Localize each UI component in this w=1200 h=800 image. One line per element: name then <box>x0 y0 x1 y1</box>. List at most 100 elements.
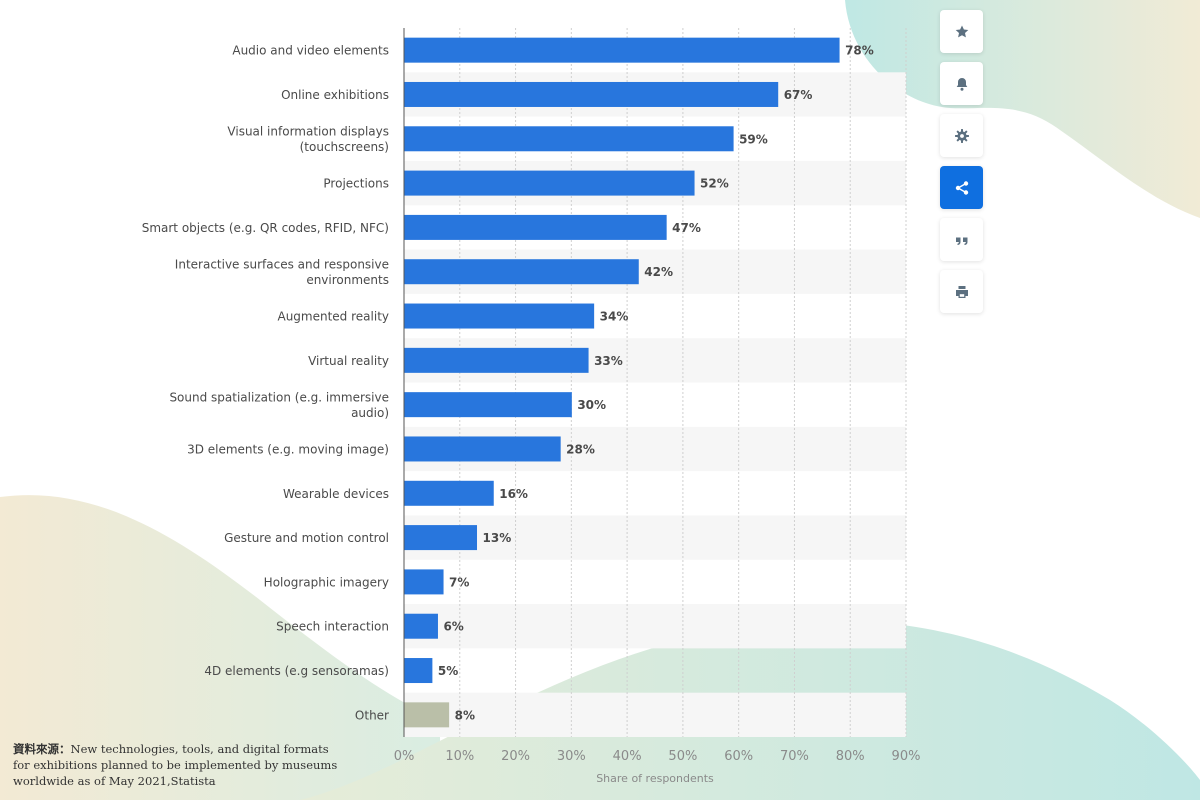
x-tick-label: 0% <box>394 749 415 764</box>
bar <box>404 259 639 285</box>
category-label-line: Other <box>355 708 389 722</box>
bar <box>404 436 561 462</box>
gear-icon <box>954 128 969 143</box>
value-label: 33% <box>594 354 623 368</box>
category-label-line: Holographic imagery <box>264 575 389 589</box>
quote-icon <box>955 237 967 245</box>
value-label: 42% <box>644 265 673 279</box>
x-tick-label: 60% <box>724 749 753 764</box>
value-label: 47% <box>672 221 701 235</box>
bar <box>404 170 695 196</box>
bars <box>404 37 840 728</box>
category-label: Other <box>355 708 389 722</box>
x-axis-title: Share of respondents <box>596 772 714 785</box>
category-label: Audio and video elements <box>232 44 389 58</box>
bar <box>404 126 734 152</box>
chart-toolbar <box>940 10 983 313</box>
category-label: Augmented reality <box>277 310 389 324</box>
share-icon <box>955 180 968 195</box>
category-label-line: Sound spatialization (e.g. immersive <box>169 390 389 404</box>
favorite-button[interactable] <box>940 10 983 53</box>
category-label-line: Projections <box>323 177 389 191</box>
row-band <box>404 692 906 737</box>
bar <box>404 569 444 595</box>
x-tick-label: 50% <box>668 749 697 764</box>
x-tick-label: 30% <box>557 749 586 764</box>
source-note: 資料來源：New technologies, tools, and digita… <box>13 741 343 789</box>
category-label: Sound spatialization (e.g. immersive audi… <box>169 390 389 420</box>
row-band <box>404 604 906 649</box>
bar <box>404 37 840 63</box>
print-button[interactable] <box>940 270 983 313</box>
value-label: 8% <box>455 708 475 722</box>
value-label: 28% <box>566 442 595 456</box>
category-label: Projections <box>323 177 389 191</box>
settings-button[interactable] <box>940 114 983 157</box>
category-label-line: Interactive surfaces and responsive <box>175 257 389 271</box>
value-labels: 78% 67% 59% 52% 47% 42% 34% 33% 30% 28% 16% 13% 7% 6%… <box>438 44 874 723</box>
bar <box>404 303 595 329</box>
category-label-line: Gesture and motion control <box>224 531 389 545</box>
category-label: Interactive surfaces and responsive envir… <box>175 257 389 287</box>
category-label-line: Smart objects (e.g. QR codes, RFID, NFC) <box>142 221 389 235</box>
x-tick-labels: 0% 10% 20% 30% 40% 50% 60% 70% 80% 90% <box>394 749 921 764</box>
share-button[interactable] <box>940 166 983 209</box>
category-label-line: Speech interaction <box>276 620 389 634</box>
category-label-line: Augmented reality <box>277 310 389 324</box>
value-label: 30% <box>577 398 606 412</box>
background-blob-left <box>0 495 440 800</box>
x-tick-label: 40% <box>613 749 642 764</box>
category-labels: Audio and video elements Online exhibitio… <box>142 44 389 723</box>
bell-icon <box>956 77 967 91</box>
category-label: 4D elements (e.g sensoramas) <box>204 664 389 678</box>
value-label: 7% <box>449 575 469 589</box>
bar <box>404 702 450 728</box>
value-label: 13% <box>483 531 512 545</box>
x-tick-label: 90% <box>892 749 921 764</box>
star-icon <box>955 25 968 37</box>
value-label: 52% <box>700 177 729 191</box>
value-label: 34% <box>600 310 629 324</box>
category-label-line: Online exhibitions <box>281 88 389 102</box>
row-band <box>404 515 906 560</box>
category-label: Gesture and motion control <box>224 531 389 545</box>
category-label: Speech interaction <box>276 620 389 634</box>
notification-button[interactable] <box>940 62 983 105</box>
bar <box>404 525 478 551</box>
source-text: New technologies, tools, and digital for… <box>13 742 338 788</box>
category-label: 3D elements (e.g. moving image) <box>187 442 389 456</box>
category-label: Visual information displays (touchscreens… <box>227 125 389 155</box>
category-label-line: (touchscreens) <box>300 140 389 154</box>
x-tick-label: 10% <box>445 749 474 764</box>
value-label: 78% <box>845 44 874 58</box>
value-label: 6% <box>443 620 463 634</box>
bar <box>404 658 433 684</box>
category-label-line: Virtual reality <box>308 354 389 368</box>
category-label-line: audio) <box>351 406 389 420</box>
bar <box>404 392 572 418</box>
x-tick-label: 70% <box>780 749 809 764</box>
category-label: Wearable devices <box>283 487 389 501</box>
category-label: Holographic imagery <box>264 575 389 589</box>
print-icon <box>955 285 968 298</box>
x-tick-label: 80% <box>836 749 865 764</box>
category-label: Smart objects (e.g. QR codes, RFID, NFC) <box>142 221 389 235</box>
bar <box>404 81 779 107</box>
value-label: 59% <box>739 132 768 146</box>
cite-button[interactable] <box>940 218 983 261</box>
background-blob-top-right <box>845 0 1200 218</box>
category-label-line: 4D elements (e.g sensoramas) <box>204 664 389 678</box>
category-label-line: Audio and video elements <box>232 44 389 58</box>
x-tick-label: 20% <box>501 749 530 764</box>
bar <box>404 214 667 240</box>
category-label: Online exhibitions <box>281 88 389 102</box>
category-label: Virtual reality <box>308 354 389 368</box>
value-label: 16% <box>499 487 528 501</box>
source-label: 資料來源： <box>13 742 71 756</box>
bar <box>404 613 438 639</box>
category-label-line: 3D elements (e.g. moving image) <box>187 442 389 456</box>
category-label-line: Wearable devices <box>283 487 389 501</box>
value-label: 5% <box>438 664 458 678</box>
